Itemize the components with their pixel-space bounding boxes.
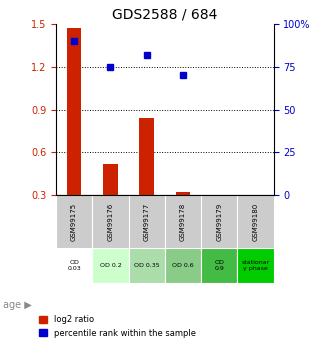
Text: GSM99179: GSM99179 <box>216 203 222 241</box>
Bar <box>139 118 154 195</box>
Bar <box>237 195 274 248</box>
Bar <box>165 248 201 283</box>
Bar <box>201 248 237 283</box>
Bar <box>92 195 128 248</box>
Bar <box>176 192 190 195</box>
Bar <box>92 248 128 283</box>
Title: GDS2588 / 684: GDS2588 / 684 <box>112 8 217 22</box>
Bar <box>237 248 274 283</box>
Text: GSM99175: GSM99175 <box>71 203 77 240</box>
Bar <box>128 248 165 283</box>
Bar <box>165 195 201 248</box>
Text: age ▶: age ▶ <box>3 300 32 310</box>
Bar <box>128 195 165 248</box>
Text: GSM99177: GSM99177 <box>144 203 150 241</box>
Text: OD 0.35: OD 0.35 <box>134 263 160 268</box>
Text: OD 0.6: OD 0.6 <box>172 263 194 268</box>
Bar <box>56 248 92 283</box>
Bar <box>56 195 92 248</box>
Bar <box>103 164 118 195</box>
Bar <box>67 28 81 195</box>
Text: OD
0.03: OD 0.03 <box>67 260 81 271</box>
Legend: log2 ratio, percentile rank within the sample: log2 ratio, percentile rank within the s… <box>35 312 199 341</box>
Text: stationar
y phase: stationar y phase <box>241 260 270 271</box>
Text: GSM99178: GSM99178 <box>180 203 186 241</box>
Text: GSM99180: GSM99180 <box>253 203 258 241</box>
Bar <box>201 195 237 248</box>
Text: GSM99176: GSM99176 <box>107 203 114 241</box>
Text: OD
0.9: OD 0.9 <box>214 260 224 271</box>
Text: OD 0.2: OD 0.2 <box>100 263 121 268</box>
